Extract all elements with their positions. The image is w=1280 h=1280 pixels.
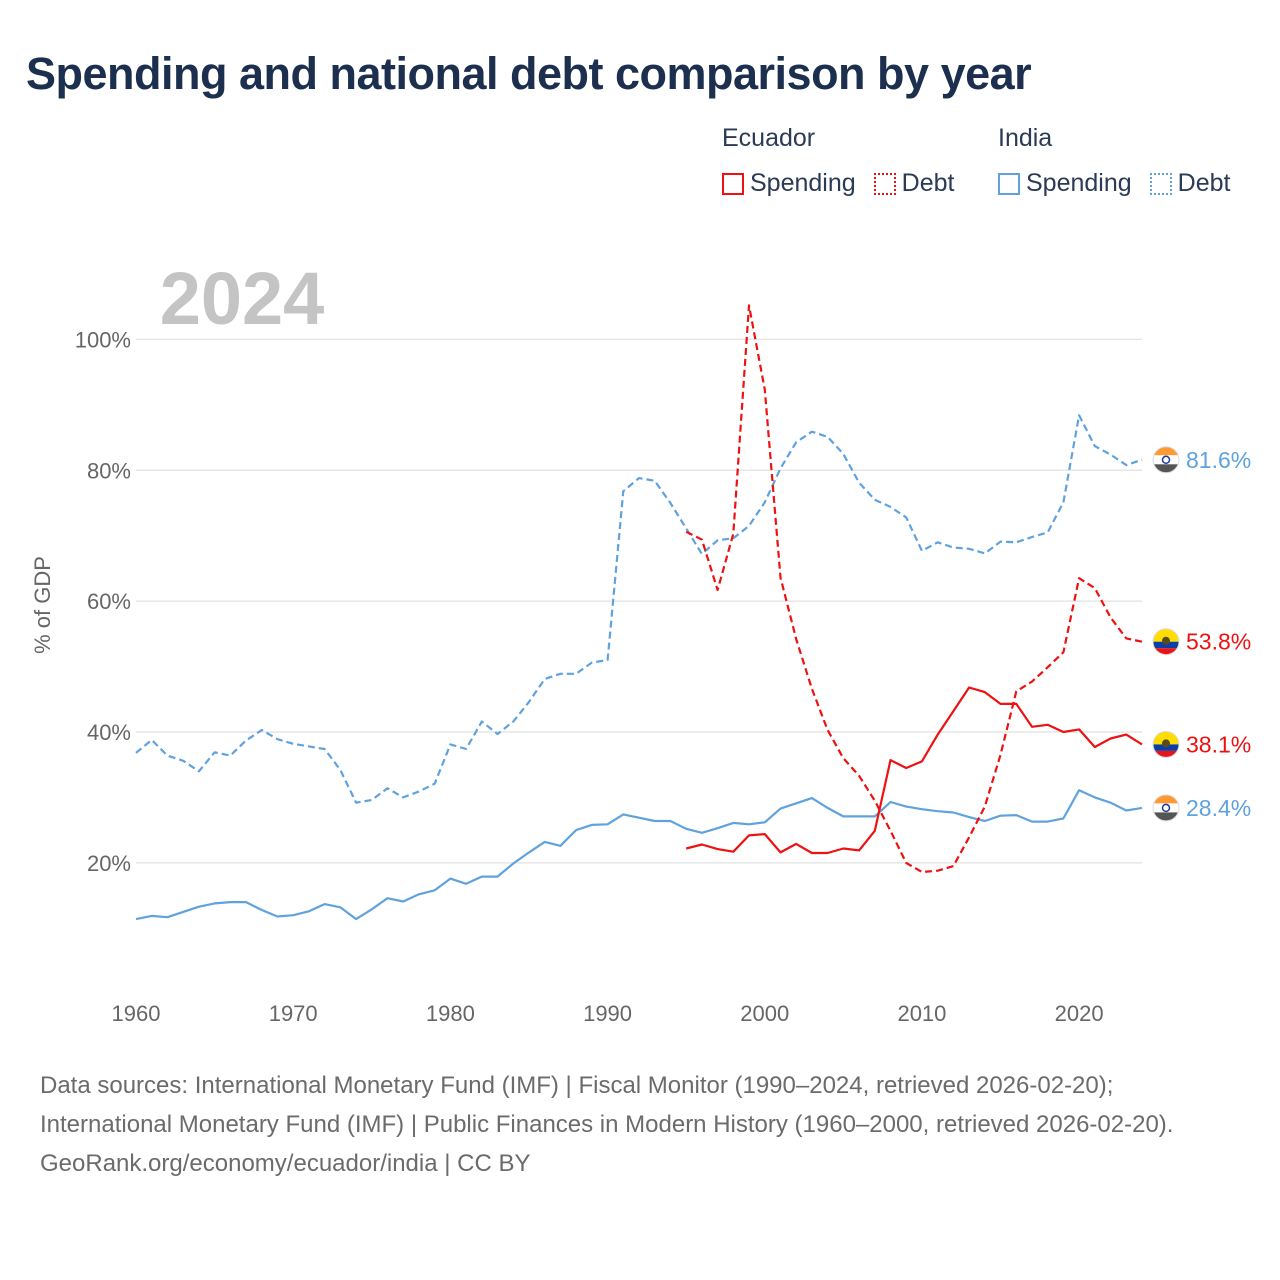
y-tick-label: 80%: [87, 458, 131, 483]
x-tick-label: 1970: [269, 1001, 318, 1026]
legend-swatch-dotted: [873, 172, 896, 195]
legend-swatch-solid: [722, 172, 744, 195]
y-tick-label: 20%: [87, 851, 131, 876]
end-value-label: 53.8%: [1186, 629, 1251, 655]
credit: GeoRank.org/economy/ecuador/india | CC B…: [40, 1150, 531, 1177]
india-flag-icon: [1152, 446, 1180, 474]
footer: Data sources: International Monetary Fun…: [40, 1066, 1240, 1183]
legend-swatch-solid: [998, 172, 1020, 195]
end-value-label: 28.4%: [1186, 795, 1251, 821]
india-flag-icon: [1152, 794, 1180, 822]
x-tick-label: 1980: [426, 1001, 475, 1026]
legend-group-name: Ecuador: [722, 124, 816, 152]
legend-swatch-dotted: [1149, 172, 1172, 195]
x-tick-label: 2010: [897, 1001, 946, 1026]
legend-item-ecuador-spending[interactable]: Spending: [722, 169, 856, 198]
y-tick-label: 100%: [75, 327, 131, 352]
ecuador-flag-icon: [1152, 730, 1180, 758]
y-axis-label: % of GDP: [30, 556, 55, 654]
y-tick-label: 40%: [87, 720, 131, 745]
end-value-label: 38.1%: [1186, 731, 1251, 757]
x-tick-label: 2020: [1055, 1001, 1104, 1026]
series-line-ecuador-debt: [685, 304, 1143, 874]
legend-item-label: Debt: [1177, 169, 1231, 197]
legend-item-label: Spending: [1026, 169, 1132, 197]
legend-item-ecuador-debt[interactable]: Debt: [873, 169, 955, 198]
legend-group-india: India Spending Debt: [998, 124, 1248, 198]
legend-item-india-spending[interactable]: Spending: [998, 169, 1132, 198]
end-value-label: 81.6%: [1186, 447, 1251, 473]
legend-item-label: Spending: [750, 169, 856, 197]
legend-group-name: India: [998, 124, 1053, 152]
x-tick-label: 1990: [583, 1001, 632, 1026]
series-line-ecuador-spending: [685, 686, 1143, 855]
data-sources: Data sources: International Monetary Fun…: [40, 1072, 1174, 1138]
ecuador-flag-icon: [1152, 628, 1180, 656]
line-chart: 20% 40% 60% 80% 100% 1960 1970 1980 1990 2000 2010…: [30, 257, 1251, 1026]
x-tick-label: 2000: [740, 1001, 789, 1026]
series-line-india-spending: [135, 789, 1143, 921]
chart-title: Spending and national debt comparison by…: [26, 48, 1032, 99]
legend-group-ecuador: Ecuador Spending Debt: [722, 124, 972, 198]
x-tick-label: 1960: [112, 1001, 161, 1026]
y-tick-label: 60%: [87, 589, 131, 614]
series-line-india-debt: [135, 414, 1143, 804]
legend-item-label: Debt: [901, 169, 955, 197]
legend-item-india-debt[interactable]: Debt: [1149, 169, 1231, 198]
year-watermark: 2024: [160, 257, 325, 340]
